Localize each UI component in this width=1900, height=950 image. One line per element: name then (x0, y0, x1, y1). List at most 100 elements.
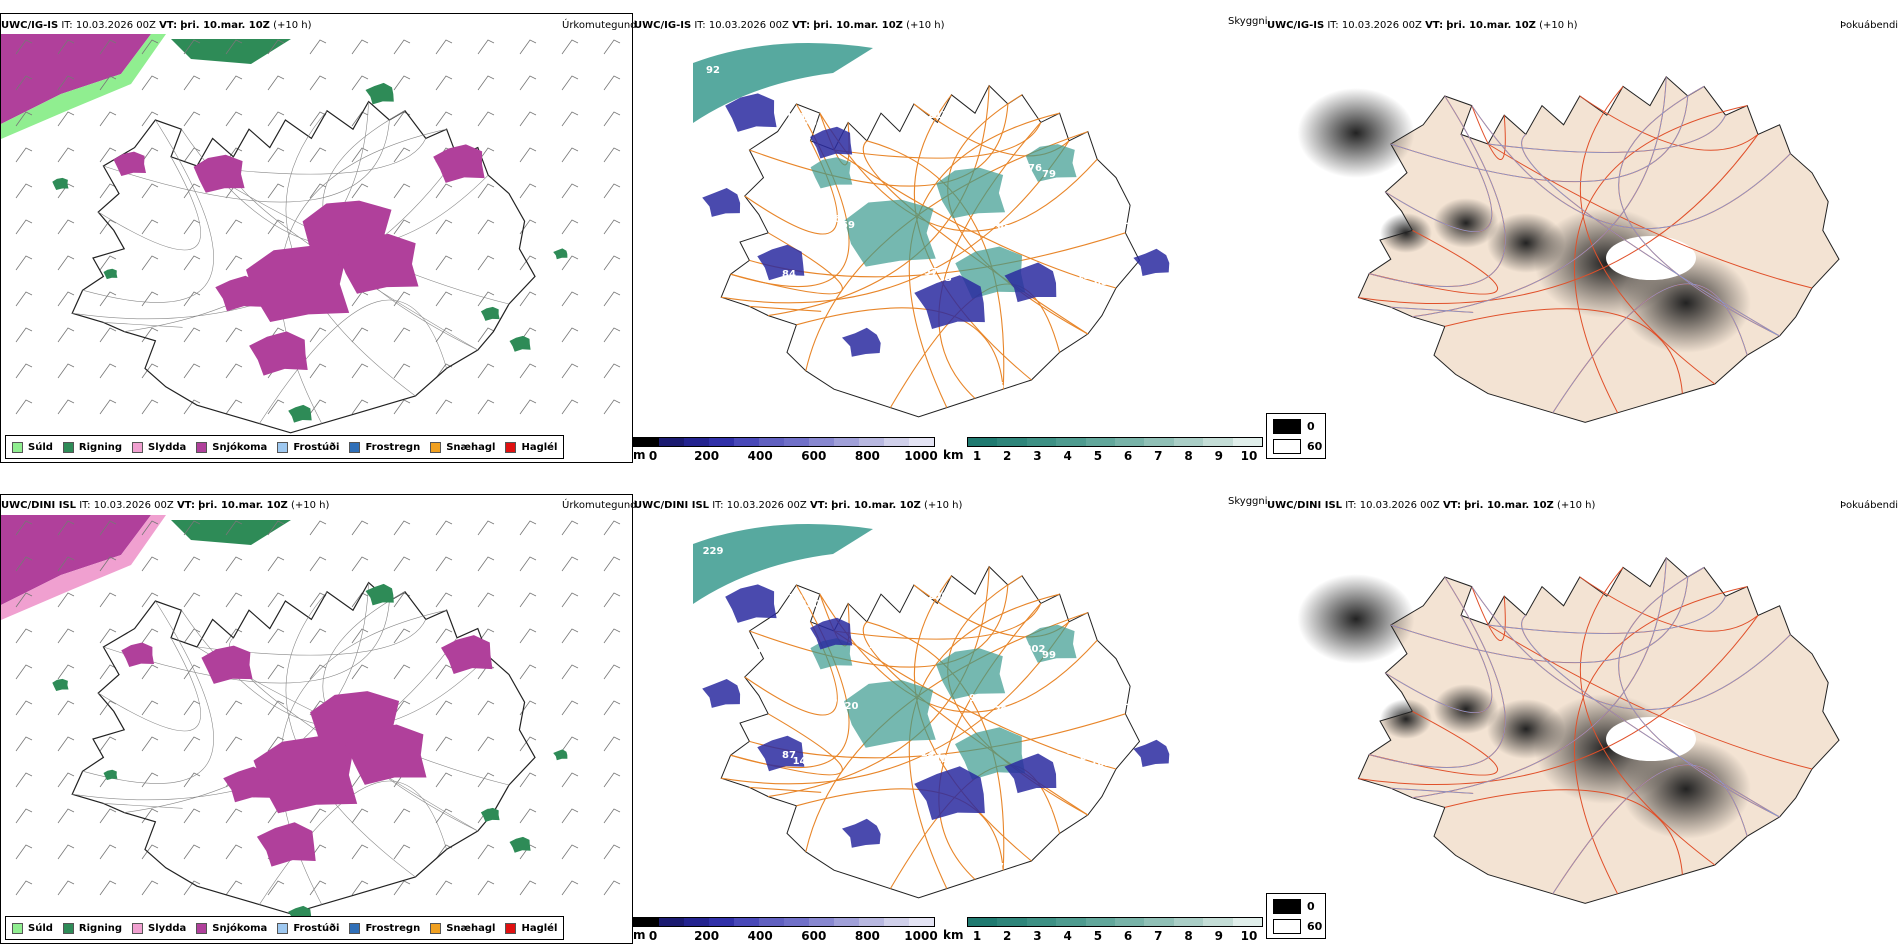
ceiling-value-label: 118 (1136, 703, 1157, 714)
wind-barb (225, 520, 243, 536)
wind-barb (57, 363, 75, 379)
legend-item: Snæhagl (430, 441, 495, 453)
colorbar-step (809, 918, 834, 926)
wind-barb (57, 808, 75, 824)
wind-barb (99, 255, 117, 271)
colorbar-step (684, 438, 709, 446)
wind-barb (603, 363, 621, 379)
wind-barb (393, 363, 411, 379)
ceiling-value-label: 250 (800, 599, 821, 610)
fog-density-area (1433, 198, 1499, 248)
ceiling-colorbar-ticks: 0 200 400 600 800 1000 (633, 449, 938, 463)
colorbar-tick-label: 1000 (904, 929, 938, 943)
wind-barb (351, 399, 369, 415)
ceiling-value-label: 58 (1087, 595, 1101, 606)
ceiling-value-label: 99 (1042, 650, 1056, 661)
wind-barb (99, 556, 117, 572)
wind-barb (351, 664, 369, 680)
wind-barb (183, 880, 201, 896)
wind-barb (309, 111, 327, 127)
wind-barb (435, 327, 453, 343)
snow-area (1, 515, 151, 605)
wind-barb (435, 808, 453, 824)
low-visibility-area (1025, 144, 1077, 182)
wind-barb (225, 363, 243, 379)
wind-barb (57, 75, 75, 91)
ceiling-value-label: 46 (976, 856, 990, 867)
wind-barb (309, 592, 327, 608)
legend-item: Frostúði (277, 922, 339, 934)
ceiling-colorbar-boxes (633, 917, 935, 927)
wind-barb (15, 183, 33, 199)
wind-barb (519, 520, 537, 536)
ceiling-value-label: 43 (983, 699, 997, 710)
wind-barb (477, 844, 495, 860)
legend-swatch (277, 922, 289, 934)
wind-barb (309, 75, 327, 91)
legend-label: Súld (28, 922, 53, 934)
ceiling-value-label: 45 (1132, 379, 1146, 390)
wind-barb (561, 399, 579, 415)
road-line (1618, 567, 1780, 818)
iceland-coastline (720, 84, 1141, 418)
legend-swatch (277, 441, 289, 453)
ceiling-value-label: 59 (841, 220, 855, 231)
wind-barb (435, 183, 453, 199)
snow-area (256, 822, 316, 867)
colorbar-step (709, 438, 734, 446)
cloud-panel-row1 (1266, 13, 1900, 463)
wind-barb (267, 880, 285, 896)
cloud-legend-row2: 0 60 (1266, 893, 1326, 939)
legend-item: Snæhagl (430, 922, 495, 934)
wind-barb (561, 147, 579, 163)
ceiling-value-label: 87 (782, 750, 796, 761)
ceiling-value-label: 150 (869, 640, 890, 651)
colorbar-step (834, 438, 859, 446)
ceiling-value-label: 92 (706, 65, 720, 76)
legend-swatch (196, 441, 208, 453)
ceiling-value-label: 138 (1122, 216, 1143, 227)
legend-label: Rigning (78, 922, 123, 934)
wind-barb (561, 880, 579, 896)
wind-barb (561, 39, 579, 55)
wind-barb (225, 327, 243, 343)
wind-barb (225, 808, 243, 824)
wind-barb (477, 363, 495, 379)
wind-barb (57, 111, 75, 127)
wind-barb (57, 520, 75, 536)
wind-barb (519, 399, 537, 415)
rain-area (509, 335, 531, 352)
ceiling-value-label: 85 (997, 224, 1011, 235)
precip-panel-row1: Súld Rigning Slydda Snjókoma Frostúði Frostre… (0, 13, 633, 463)
ceiling-value-label: 89 (1066, 746, 1080, 757)
ceiling-value-label: 140 (793, 756, 814, 767)
colorbar-tick-label: 200 (694, 929, 720, 943)
ceiling-value-label: 117 (876, 322, 897, 333)
wind-barb (561, 111, 579, 127)
road-line (103, 119, 390, 203)
wind-barb (519, 111, 537, 127)
wind-barb (267, 556, 285, 572)
wind-barb (99, 327, 117, 343)
wind-barb (561, 556, 579, 572)
wind-barb (519, 592, 537, 608)
vis-colorbar-boxes (967, 437, 1263, 447)
wind-barb (15, 700, 33, 716)
cloud-legend-light-value: 60 (1307, 440, 1323, 453)
colorbar-tick-label: 4 (1063, 929, 1072, 943)
ceiling-value-label: 208 (994, 705, 1015, 716)
precip-header-row1: UWC/IG-IS IT: 10.03.2026 00Z VT: þri. 10… (1, 20, 312, 31)
legend-swatch (430, 922, 442, 934)
low-visibility-area (936, 648, 1006, 700)
ceiling-value-label: 85 (886, 165, 900, 176)
wind-barb (15, 880, 33, 896)
wind-barb (351, 556, 369, 572)
wind-barb (141, 327, 159, 343)
road-line (103, 803, 183, 809)
legend-label: Frostregn (365, 922, 421, 934)
colorbar-step (1144, 438, 1174, 446)
colorbar-step (659, 918, 684, 926)
wind-barb (267, 736, 285, 752)
legend-swatch (132, 922, 144, 934)
wind-barb (225, 255, 243, 271)
